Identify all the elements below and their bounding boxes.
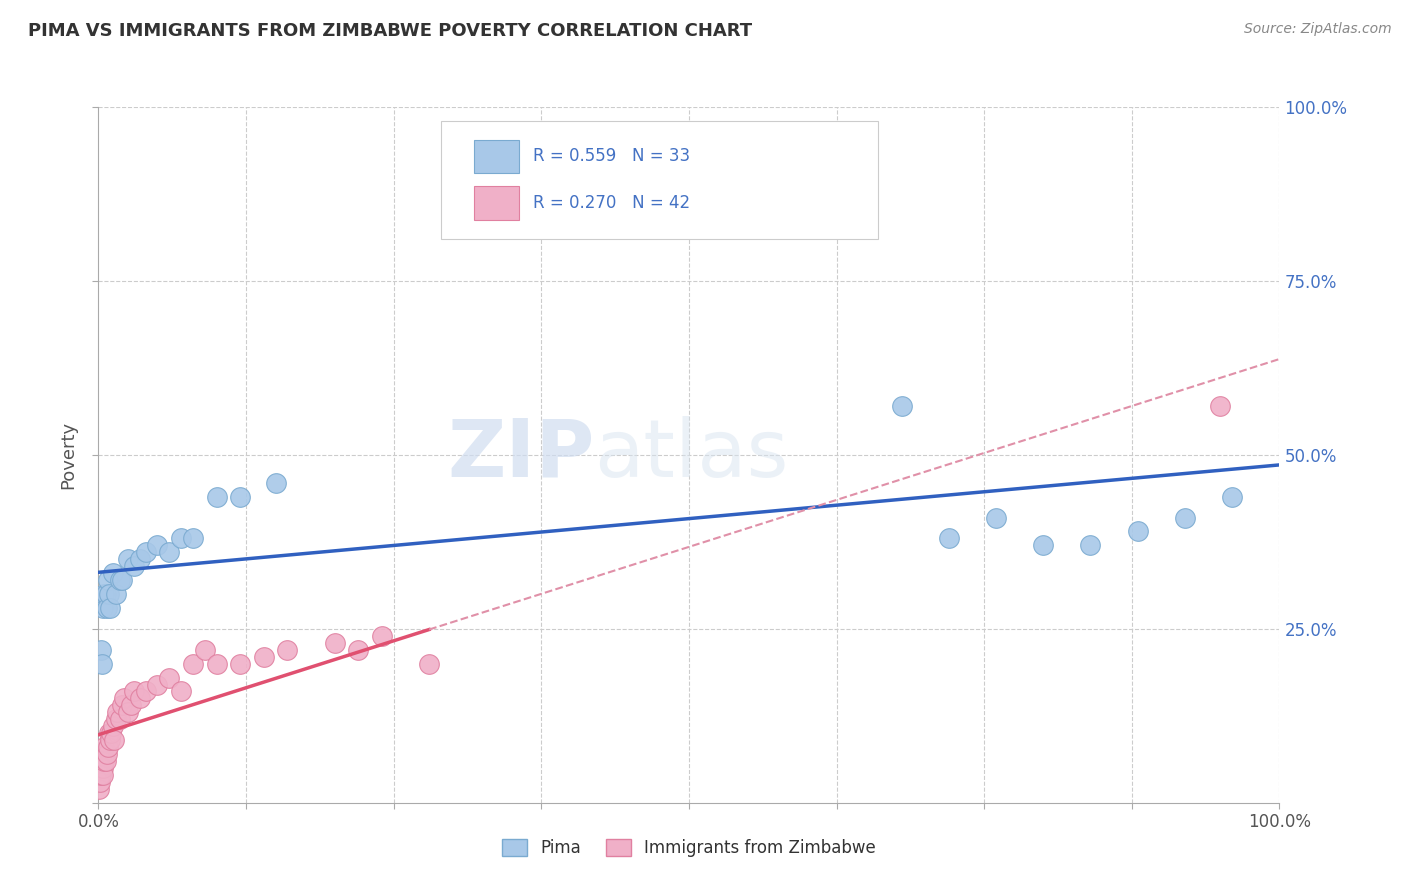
Point (103, 733, 125, 747)
Point (91, 657, 114, 671)
Point (1174, 510, 1197, 524)
Point (91, 768, 114, 782)
Point (101, 566, 124, 581)
Point (90, 768, 112, 782)
Point (90, 761, 112, 775)
Point (117, 552, 139, 566)
Point (135, 684, 157, 698)
Point (135, 545, 157, 559)
Point (229, 657, 252, 671)
Point (181, 657, 204, 671)
Point (89, 768, 111, 782)
Point (157, 671, 180, 685)
Point (205, 657, 228, 671)
Point (96, 747, 118, 761)
Point (1220, 490, 1243, 504)
Point (108, 712, 131, 726)
Point (97, 573, 120, 587)
Point (93, 754, 115, 768)
Point (93, 587, 115, 601)
Point (1032, 538, 1054, 552)
Point (194, 642, 217, 657)
Text: PIMA VS IMMIGRANTS FROM ZIMBABWE POVERTY CORRELATION CHART: PIMA VS IMMIGRANTS FROM ZIMBABWE POVERTY… (28, 22, 752, 40)
Point (323, 636, 346, 650)
Point (91, 754, 114, 768)
Point (111, 698, 134, 713)
Point (229, 490, 252, 504)
Point (371, 629, 394, 643)
Point (181, 532, 204, 546)
Legend: Pima, Immigrants from Zimbabwe: Pima, Immigrants from Zimbabwe (495, 832, 883, 864)
Point (170, 532, 193, 546)
Point (98, 733, 121, 747)
Point (91, 761, 114, 775)
Point (890, 399, 912, 413)
Text: ZIP: ZIP (447, 416, 595, 494)
FancyBboxPatch shape (441, 121, 877, 239)
Point (170, 684, 193, 698)
Text: R = 0.270   N = 42: R = 0.270 N = 42 (533, 194, 690, 212)
Point (105, 587, 128, 601)
Point (105, 706, 128, 720)
Point (938, 532, 960, 546)
Point (772, 204, 794, 219)
Point (93, 740, 115, 755)
Point (94, 754, 117, 768)
Point (89, 775, 111, 789)
Point (98, 726, 121, 740)
Text: atlas: atlas (595, 416, 789, 494)
Point (984, 510, 1007, 524)
Text: Source: ZipAtlas.com: Source: ZipAtlas.com (1244, 22, 1392, 37)
Point (98, 601, 121, 615)
Point (96, 601, 118, 615)
Point (112, 691, 135, 706)
Point (108, 573, 131, 587)
Point (253, 649, 276, 664)
Point (97, 740, 120, 755)
Point (418, 657, 440, 671)
Y-axis label: Poverty: Poverty (59, 421, 77, 489)
Point (276, 642, 298, 657)
Point (264, 475, 287, 490)
Point (121, 698, 143, 713)
Point (117, 706, 139, 720)
FancyBboxPatch shape (474, 186, 519, 219)
Point (90, 642, 112, 657)
Point (157, 545, 180, 559)
Point (87, 781, 110, 796)
Point (1126, 524, 1149, 539)
Point (205, 490, 228, 504)
Text: R = 0.559   N = 33: R = 0.559 N = 33 (533, 147, 690, 165)
Point (94, 587, 117, 601)
Point (1080, 538, 1102, 552)
Point (128, 552, 150, 566)
FancyBboxPatch shape (474, 140, 519, 173)
Point (111, 573, 134, 587)
Point (98, 587, 121, 601)
Point (146, 538, 169, 552)
Point (347, 642, 370, 657)
Point (128, 691, 150, 706)
Point (105, 712, 128, 726)
Point (146, 677, 169, 691)
Point (100, 726, 122, 740)
Point (101, 719, 124, 733)
Point (91, 601, 114, 615)
Point (122, 684, 145, 698)
Point (122, 559, 145, 574)
Point (1209, 399, 1232, 413)
